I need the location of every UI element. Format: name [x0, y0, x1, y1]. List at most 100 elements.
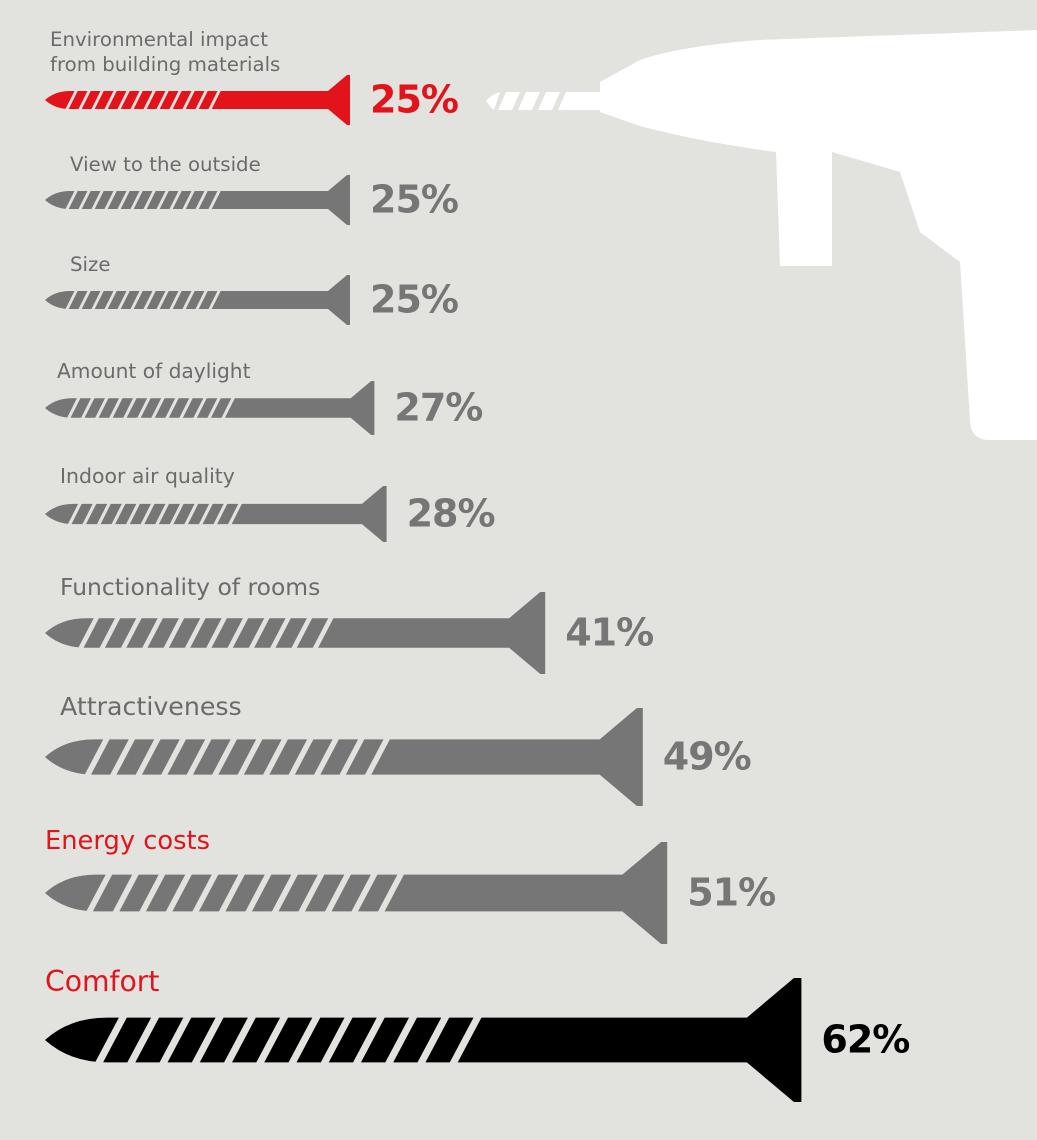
screw — [45, 75, 350, 125]
thread-gap — [313, 738, 340, 776]
thread-gap — [85, 873, 113, 913]
thread-gap — [182, 190, 196, 210]
thread-gap — [125, 502, 141, 526]
thread-gap — [198, 502, 214, 526]
thread-gap — [94, 397, 109, 419]
thread-gap — [66, 397, 81, 419]
thread-gap — [65, 290, 79, 310]
drill — [486, 30, 1037, 440]
thread-gap — [65, 190, 79, 210]
thread-gap — [126, 1016, 160, 1064]
thread-gap — [417, 1016, 450, 1064]
thread-gap — [288, 738, 314, 776]
thread-gap — [141, 617, 164, 649]
category-label: View to the outside — [70, 152, 261, 176]
thread-gap — [81, 502, 97, 526]
thread-gap — [135, 738, 162, 776]
thread-gap — [191, 873, 219, 913]
thread-gap — [208, 90, 222, 110]
thread-gap — [182, 90, 196, 110]
thread-gap — [213, 502, 228, 526]
bar — [45, 708, 643, 806]
thread-gap — [227, 617, 249, 649]
thread-gap — [77, 617, 100, 649]
thread-gap — [104, 190, 118, 210]
value-label: 28% — [407, 492, 495, 536]
bar — [45, 592, 546, 674]
screw — [45, 381, 375, 435]
thread-gap — [221, 397, 236, 419]
category-label: Comfort — [45, 964, 160, 998]
thread-gap — [312, 617, 334, 649]
thread-gap — [65, 90, 79, 110]
thread-gap — [78, 90, 92, 110]
thread-gap — [80, 397, 95, 419]
thread-gap — [449, 1016, 482, 1064]
thread-gap — [99, 617, 121, 649]
bar — [45, 381, 375, 435]
thread-gap — [143, 90, 157, 110]
screw — [45, 842, 668, 944]
thread-gap — [192, 397, 208, 419]
thread-gap — [291, 617, 313, 649]
thread-gap — [205, 617, 228, 649]
thread-gap — [143, 190, 157, 210]
thread-gap — [117, 290, 131, 310]
thread-gap — [104, 90, 118, 110]
bar — [45, 978, 802, 1102]
thread-gap — [91, 190, 105, 210]
thread-gap — [195, 190, 209, 210]
thread-gap — [78, 190, 92, 210]
thread-gap — [111, 502, 126, 526]
bar — [45, 175, 350, 225]
value-label: 51% — [687, 871, 775, 915]
thread-gap — [218, 873, 246, 913]
value-label: 25% — [370, 278, 458, 322]
thread-gap — [207, 397, 222, 419]
thread-gap — [208, 290, 222, 310]
thread-gap — [384, 1016, 418, 1064]
screw — [45, 486, 387, 542]
thread-gap — [91, 290, 105, 310]
thread-gap — [130, 290, 144, 310]
thread-gap — [169, 290, 183, 310]
thread-gap — [112, 873, 140, 913]
thread-gap — [364, 738, 391, 776]
thread-gap — [143, 290, 157, 310]
thread-gap — [237, 738, 263, 776]
thread-gap — [191, 1016, 225, 1064]
thread-gap — [223, 1016, 257, 1064]
thread-gap — [186, 738, 212, 776]
thread-gap — [288, 1016, 321, 1064]
thread-gap — [320, 1016, 354, 1064]
screw — [45, 275, 350, 325]
screw — [45, 592, 546, 674]
thread-gap — [94, 1016, 128, 1064]
value-label: 27% — [394, 386, 482, 430]
thread-gap — [377, 873, 405, 913]
thread-gap — [109, 738, 136, 776]
thread-gap — [248, 617, 271, 649]
category-label: Amount of daylight — [57, 359, 251, 384]
thread-gap — [159, 1016, 192, 1064]
thread-gap — [208, 190, 222, 210]
thread-gap — [136, 397, 152, 419]
thread-gap — [227, 502, 243, 526]
thread-gap — [163, 617, 185, 649]
bar — [45, 75, 350, 125]
thread-gap — [169, 90, 183, 110]
thread-gap — [156, 190, 170, 210]
value-label: 25% — [370, 178, 458, 222]
thread-gap — [269, 617, 292, 649]
value-label: 41% — [565, 611, 653, 655]
thread-gap — [195, 90, 209, 110]
thread-gap — [255, 1016, 289, 1064]
thread-gap — [122, 397, 138, 419]
thread-gap — [108, 397, 123, 419]
thread-gap — [138, 873, 166, 913]
thread-gap — [324, 873, 352, 913]
thread-gap — [104, 290, 118, 310]
bar — [45, 842, 668, 944]
thread-gap — [165, 873, 193, 913]
